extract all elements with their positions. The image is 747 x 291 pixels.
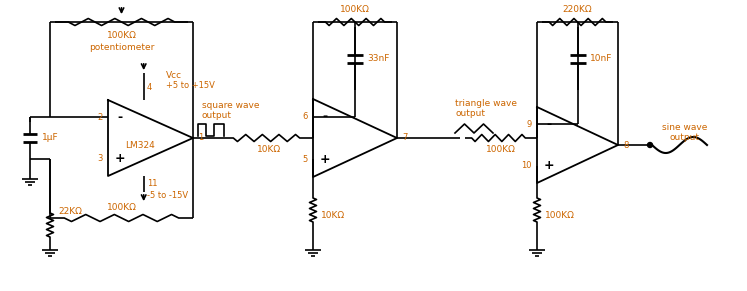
Text: 100KΩ: 100KΩ <box>107 203 137 212</box>
Text: 3: 3 <box>98 154 103 163</box>
Text: 8: 8 <box>623 141 628 150</box>
Text: -: - <box>117 111 123 124</box>
Text: -: - <box>547 118 551 131</box>
Text: 2: 2 <box>98 113 103 122</box>
Text: 100KΩ: 100KΩ <box>107 31 137 40</box>
Text: 10KΩ: 10KΩ <box>257 146 281 155</box>
Text: 9: 9 <box>527 120 532 129</box>
Text: 100KΩ: 100KΩ <box>545 210 575 219</box>
Text: 220KΩ: 220KΩ <box>562 6 592 15</box>
Text: 33nF: 33nF <box>367 54 389 63</box>
Text: 1µF: 1µF <box>42 134 58 143</box>
Text: output: output <box>202 111 232 120</box>
Text: Vcc: Vcc <box>166 70 182 79</box>
Text: square wave: square wave <box>202 100 259 109</box>
Text: 7: 7 <box>402 134 407 143</box>
Text: output: output <box>670 134 700 143</box>
Text: +5 to +15V: +5 to +15V <box>166 81 214 91</box>
Text: +: + <box>115 152 125 165</box>
Text: 5: 5 <box>303 155 308 164</box>
Text: +: + <box>320 152 330 166</box>
Text: 1: 1 <box>198 134 203 143</box>
Text: 6: 6 <box>303 112 308 121</box>
Circle shape <box>648 143 652 148</box>
Text: LM324: LM324 <box>125 141 155 150</box>
Text: 4: 4 <box>146 84 152 93</box>
Text: 11: 11 <box>146 180 157 189</box>
Text: 10nF: 10nF <box>589 54 612 63</box>
Text: 10: 10 <box>521 161 532 170</box>
Text: 10KΩ: 10KΩ <box>321 210 345 219</box>
Text: -: - <box>323 111 328 123</box>
Text: 100KΩ: 100KΩ <box>486 146 516 155</box>
Text: 100KΩ: 100KΩ <box>340 6 370 15</box>
Text: potentiometer: potentiometer <box>89 42 154 52</box>
Text: sine wave: sine wave <box>663 123 707 132</box>
Text: triangle wave: triangle wave <box>455 98 517 107</box>
Text: output: output <box>455 109 485 118</box>
Text: 22KΩ: 22KΩ <box>58 207 82 216</box>
Text: +: + <box>544 159 554 172</box>
Text: -5 to -15V: -5 to -15V <box>146 191 187 200</box>
